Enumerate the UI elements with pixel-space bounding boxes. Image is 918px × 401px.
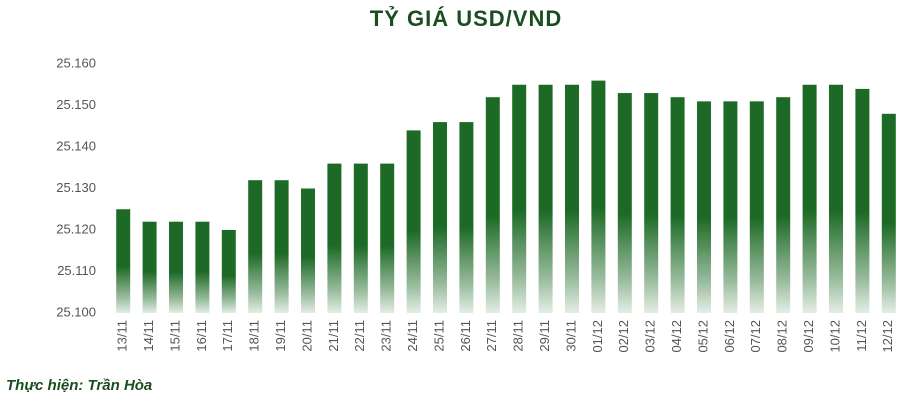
bar	[248, 180, 263, 313]
source: Thực hiện: Trần Hòa	[6, 377, 152, 394]
x-tick-label: 30/11	[563, 320, 578, 352]
x-tick-label: 13/11	[115, 320, 130, 352]
x-tick-label: 25/11	[431, 320, 446, 352]
x-tick-label: 05/12	[695, 320, 710, 353]
bar	[617, 93, 632, 313]
y-tick-label: 25.160	[56, 55, 96, 70]
bar	[776, 97, 791, 313]
bar	[433, 122, 447, 313]
x-tick-label: 21/11	[326, 320, 341, 352]
y-tick-label: 25.100	[56, 304, 96, 319]
x-tick-label: 24/11	[405, 320, 420, 352]
x-tick-label: 01/12	[590, 320, 605, 353]
bar	[881, 113, 896, 313]
x-tick-label: 04/12	[669, 320, 684, 353]
x-tick-label: 22/11	[352, 320, 367, 352]
x-tick-label: 12/12	[880, 320, 895, 353]
bar	[195, 221, 210, 313]
x-tick-label: 20/11	[299, 320, 314, 352]
bar	[749, 101, 764, 313]
x-tick-label: 17/11	[220, 320, 235, 352]
x-tick-label: 23/11	[379, 320, 394, 352]
x-tick-label: 18/11	[247, 320, 262, 352]
bar	[670, 97, 685, 313]
bar	[565, 84, 579, 313]
x-tick-label: 27/11	[484, 320, 499, 352]
x-tick-label: 10/12	[827, 320, 842, 353]
bar	[221, 230, 236, 313]
y-tick-label: 25.140	[56, 138, 96, 153]
bar	[855, 88, 870, 314]
bar	[169, 221, 183, 313]
x-tick-label: 11/12	[854, 320, 869, 352]
y-tick-label: 25.150	[56, 97, 96, 112]
bar	[485, 97, 500, 313]
x-tick-label: 14/11	[141, 320, 156, 352]
x-tick-label: 26/11	[458, 320, 473, 352]
y-tick-label: 25.110	[57, 263, 96, 278]
bar	[644, 93, 659, 313]
bar	[142, 221, 157, 313]
x-tick-label: 15/11	[167, 320, 182, 352]
bar	[829, 84, 843, 313]
x-tick-label: 19/11	[273, 320, 288, 352]
bar	[380, 163, 395, 313]
bar	[591, 80, 606, 313]
x-tick-label: 03/12	[643, 320, 658, 353]
bar	[274, 180, 289, 313]
x-tick-label: 06/12	[722, 320, 737, 353]
y-tick-label: 25.130	[56, 180, 96, 195]
x-tick-label: 09/12	[801, 320, 816, 353]
bar	[723, 101, 738, 313]
bar	[406, 130, 421, 313]
bar	[802, 84, 817, 313]
x-tick-label: 07/12	[748, 320, 763, 353]
x-tick-label: 28/11	[511, 320, 526, 352]
x-tick-label: 02/12	[616, 320, 631, 353]
bar	[116, 209, 131, 313]
bar	[697, 101, 711, 313]
x-tick-label: 16/11	[194, 320, 209, 352]
chart-title: TỶ GIÁ USD/VND	[370, 6, 562, 31]
bar	[538, 84, 553, 313]
bar	[512, 84, 527, 313]
x-tick-label: 29/11	[537, 320, 552, 352]
bar	[353, 163, 368, 313]
y-tick-label: 25.120	[56, 221, 96, 236]
bar	[327, 163, 342, 313]
bar	[459, 122, 474, 313]
bar	[301, 188, 315, 313]
x-tick-label: 08/12	[775, 320, 790, 353]
